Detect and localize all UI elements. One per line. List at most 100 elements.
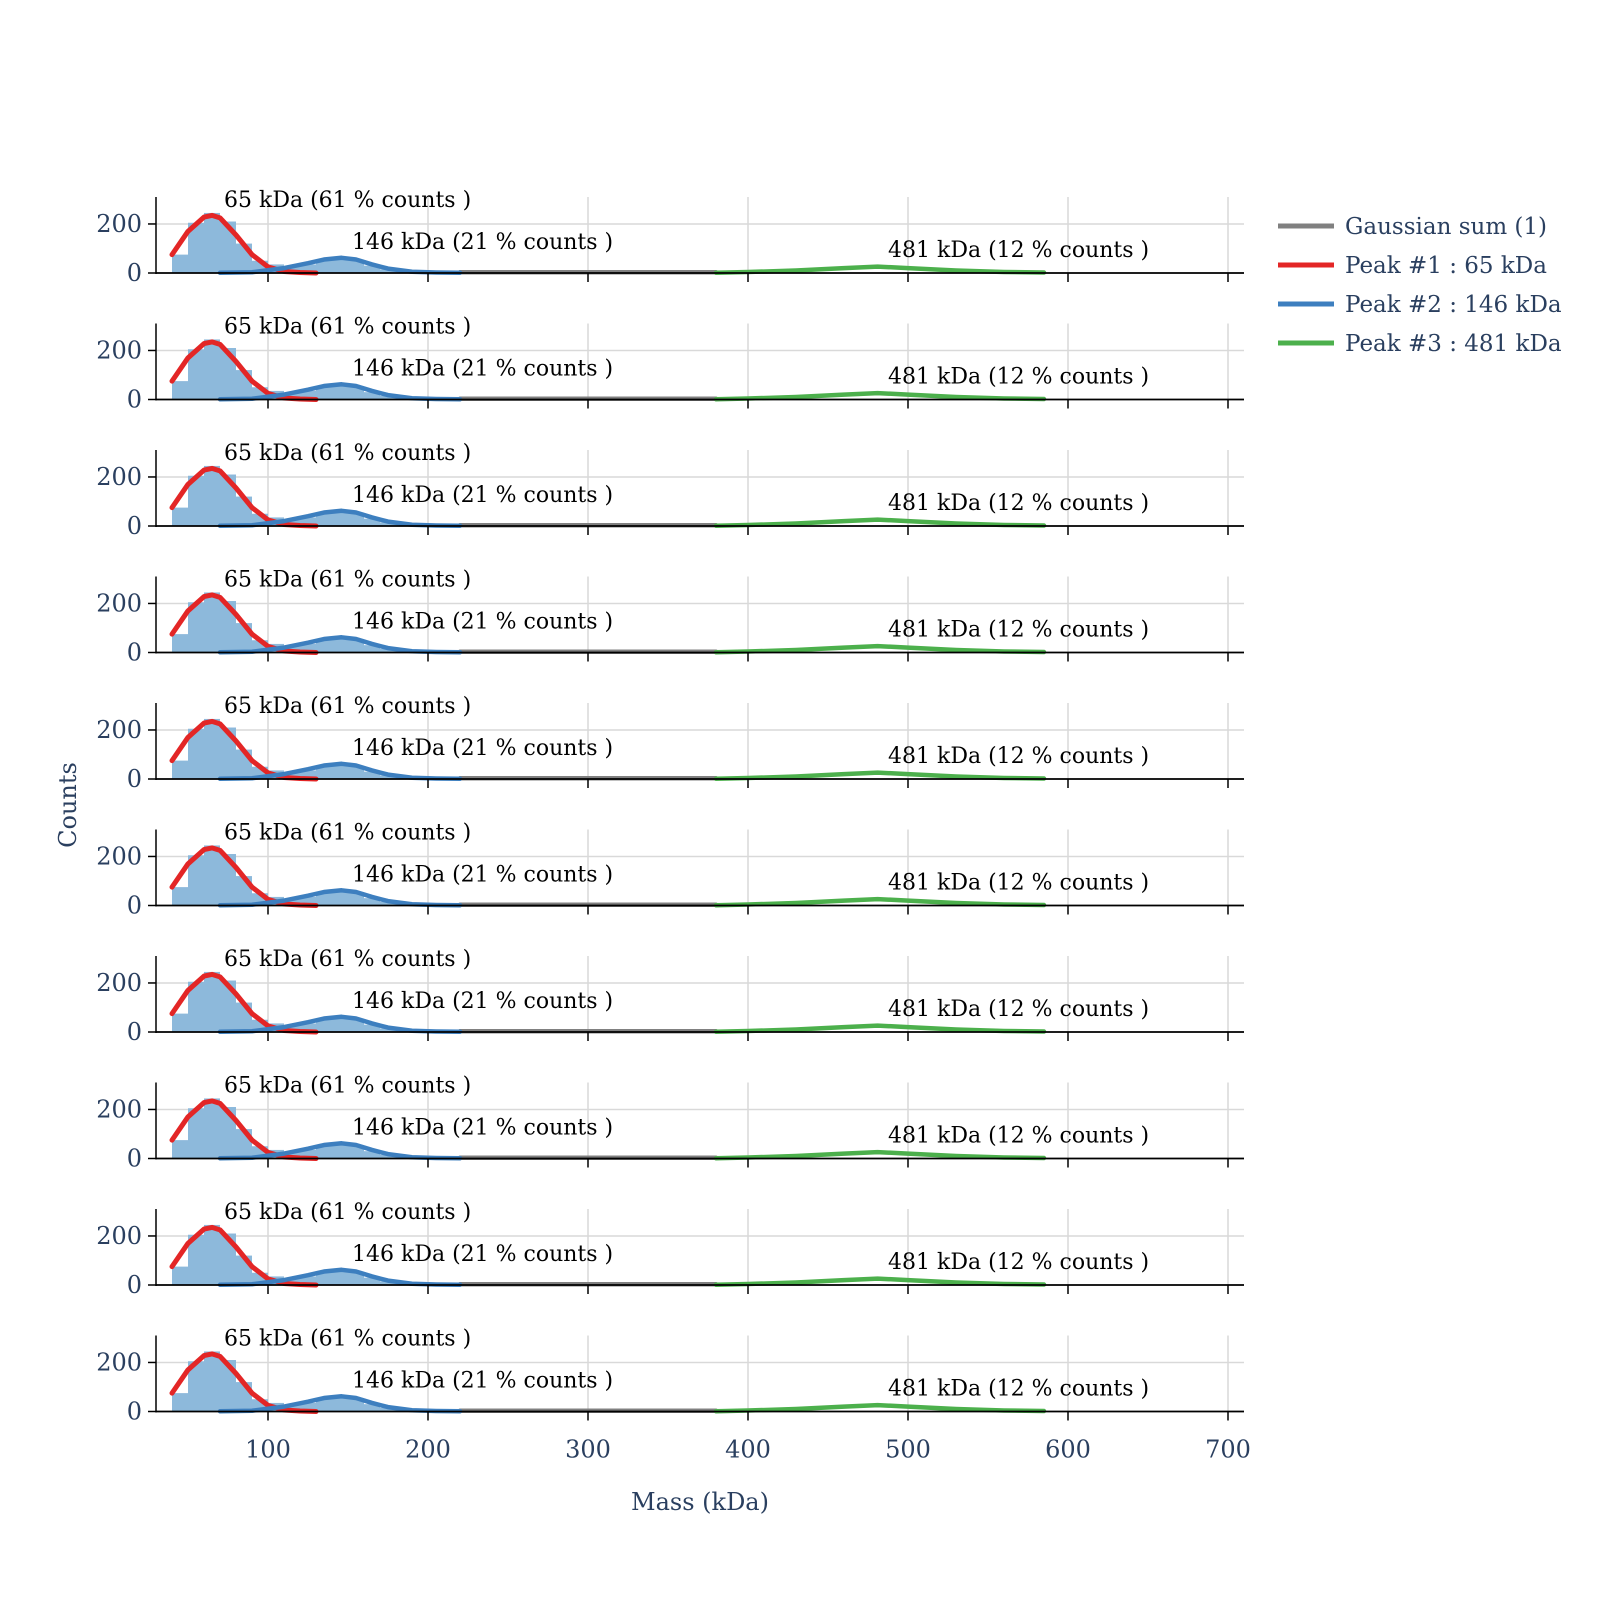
peak-annotation-1: 65 kDa (61 % counts ) [224,694,471,719]
peak-annotation-3: 481 kDa (12 % counts ) [888,365,1149,390]
series-line-4 [713,390,1047,402]
histogram-bar [204,1351,220,1412]
peak-annotation-2: 146 kDa (21 % counts ) [352,357,613,382]
histogram-bar [172,381,188,400]
subplot-9: 0 200 65 kDa (61 % counts ) 146 kDa (21 % c… [96,1200,1244,1299]
histogram-bar [204,718,220,779]
series-line-3 [217,888,463,908]
series-line-4 [713,770,1047,782]
histogram-bar [188,475,204,526]
histogram-bar [332,763,348,779]
histogram-bar [220,474,236,526]
histogram-bar [188,1108,204,1159]
y-tick-label: 0 [127,639,142,667]
histogram-bar [316,386,332,400]
x-tick-label: 700 [1205,1436,1251,1464]
series-line-2 [169,971,319,1035]
histogram-bar [204,465,220,526]
histogram-bar [364,1277,380,1285]
series-line-3 [217,635,463,655]
series-line-3 [217,1267,463,1288]
histogram-bar [332,1016,348,1032]
x-tick-label: 400 [725,1436,771,1464]
peak-annotation-1: 65 kDa (61 % counts ) [224,441,471,466]
histogram-bar [316,1018,332,1032]
legend: Gaussian sum (1) Peak #1 : 65 kDa Peak #2 … [1278,214,1562,357]
y-tick-label: 0 [127,1145,142,1173]
series-line-2 [169,1098,319,1161]
legend-label-2: Peak #1 : 65 kDa [1345,253,1547,279]
series-line-4 [713,517,1047,529]
peak-annotation-2: 146 kDa (21 % counts ) [352,1242,613,1267]
peak-annotation-3: 481 kDa (12 % counts ) [888,871,1149,896]
histogram-bar [316,1145,332,1159]
x-tick-label: 600 [1045,1436,1091,1464]
histogram-bar [172,1013,188,1032]
peak-annotation-3: 481 kDa (12 % counts ) [888,744,1149,769]
legend-label-4: Peak #3 : 481 kDa [1345,331,1562,357]
subplot-3: 0 200 65 kDa (61 % counts ) 146 kDa (21 % c… [96,441,1244,540]
peak-annotation-3: 481 kDa (12 % counts ) [888,997,1149,1022]
histogram-bar [204,845,220,906]
histogram-bar [300,1023,316,1032]
series-line-2 [169,592,319,655]
series-line-2 [169,1224,319,1288]
histogram-bar [380,1154,396,1159]
histogram-bar [364,898,380,906]
x-tick-label: 300 [565,1436,611,1464]
series-line-3 [217,1014,463,1035]
histogram-bar [332,1395,348,1412]
y-tick-label: 0 [127,512,142,540]
histogram-bar [332,1269,348,1285]
histogram-bar [300,390,316,400]
histogram-bar [220,1360,236,1412]
histogram-bar [204,971,220,1032]
peak-annotation-2: 146 kDa (21 % counts ) [352,863,613,888]
histogram-bar [300,1276,316,1285]
x-tick-label: 100 [245,1436,291,1464]
y-tick-label: 0 [127,259,142,287]
histogram-bar [364,1024,380,1032]
histogram-bar [220,601,236,653]
histogram-bar [172,1393,188,1412]
histogram-bar [380,395,396,400]
series-line-3 [217,1141,463,1161]
legend-label-3: Peak #2 : 146 kDa [1345,292,1562,318]
histogram-bar [300,517,316,526]
peak-annotation-1: 65 kDa (61 % counts ) [224,821,471,846]
histogram-bar [364,1404,380,1412]
y-tick-label: 200 [96,463,142,491]
histogram-bar [316,259,332,273]
histogram-bar [332,510,348,526]
histogram-bar [220,348,236,400]
histogram-bar [188,222,204,273]
histogram-bar [364,645,380,653]
subplot-6: 0 200 65 kDa (61 % counts ) 146 kDa (21 % c… [96,821,1244,920]
y-tick-label: 200 [96,1222,142,1250]
histogram-bar [300,264,316,273]
peak-annotation-2: 146 kDa (21 % counts ) [352,483,613,508]
peak-annotation-3: 481 kDa (12 % counts ) [888,238,1149,263]
histogram-bar [380,648,396,653]
histogram-bar [172,254,188,273]
series-line-2 [169,212,319,276]
peak-annotation-2: 146 kDa (21 % counts ) [352,610,613,635]
peak-annotation-2: 146 kDa (21 % counts ) [352,989,613,1014]
subplots: 0 200 65 kDa (61 % counts ) 146 kDa (21 % c… [96,188,1251,1464]
series-line-3 [217,1394,463,1414]
subplot-8: 0 200 65 kDa (61 % counts ) 146 kDa (21 % c… [96,1074,1244,1173]
histogram-bar [188,855,204,906]
legend-label-1: Gaussian sum (1) [1345,214,1547,240]
x-axis-title: Mass (kDa) [631,1488,769,1516]
peak-annotation-2: 146 kDa (21 % counts ) [352,736,613,761]
histogram-bar [172,760,188,779]
histogram-bar [220,727,236,779]
histogram-bar [300,770,316,779]
histogram-bar [204,1224,220,1285]
histogram-bar [300,1149,316,1159]
histogram-bar [380,269,396,273]
histogram-bar [332,257,348,273]
y-tick-label: 200 [96,336,142,364]
histogram-bar [380,1281,396,1285]
